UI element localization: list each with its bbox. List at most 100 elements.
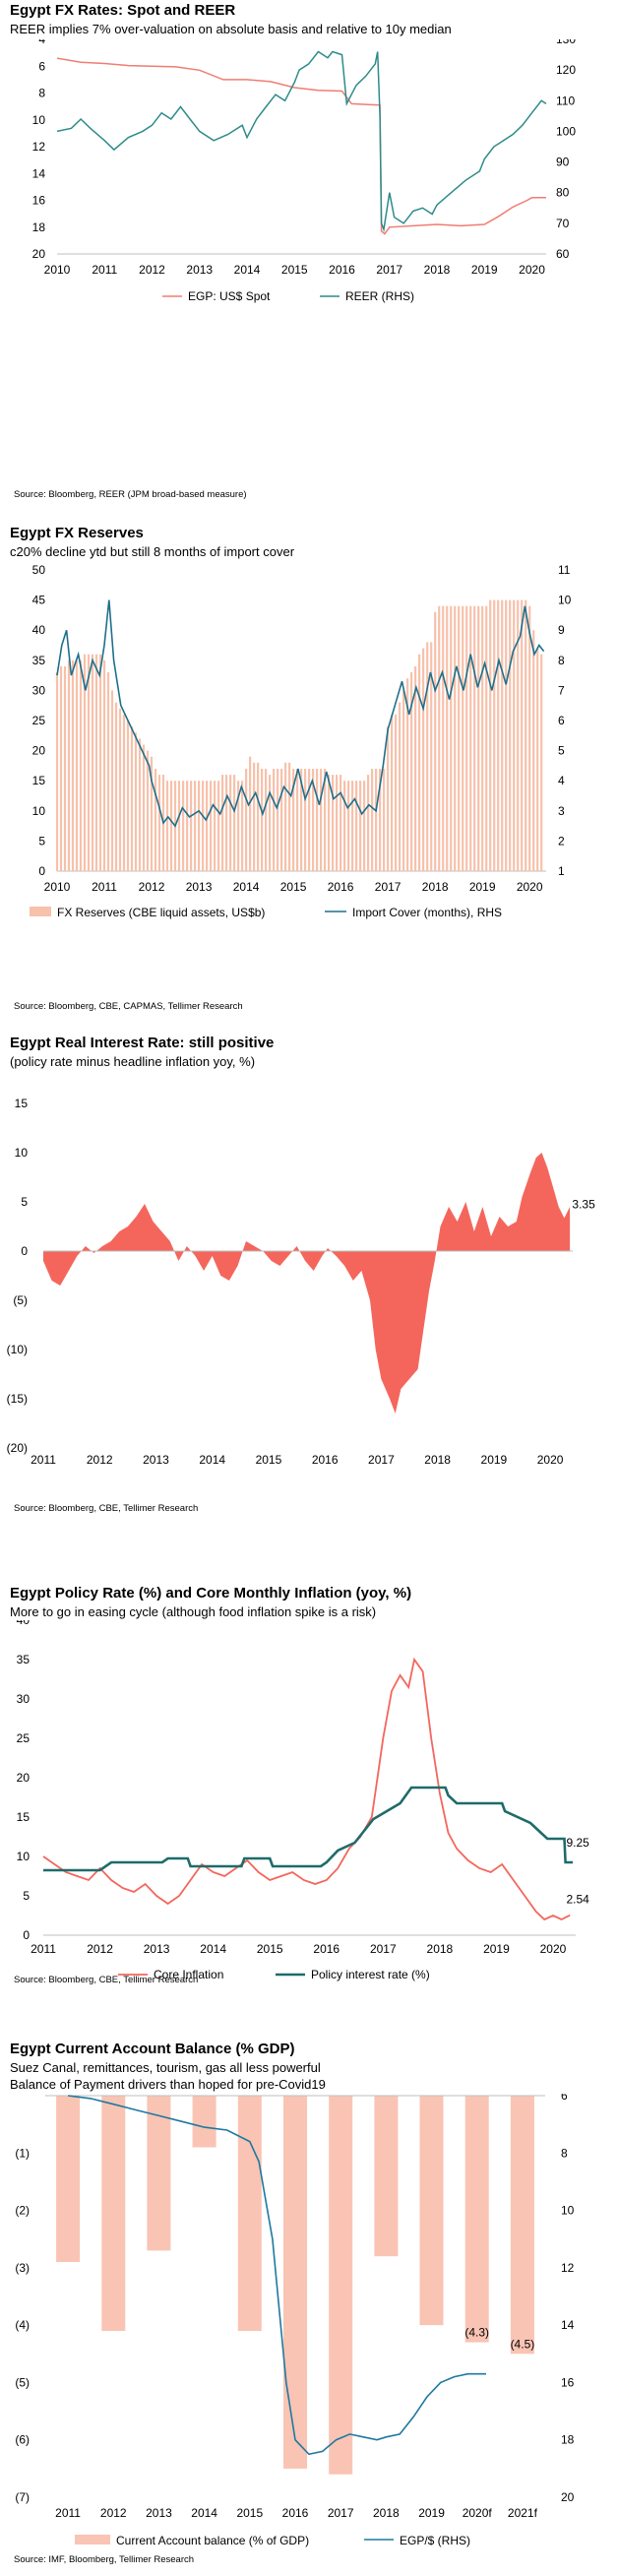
chart-title: Egypt Current Account Balance (% GDP): [10, 2041, 295, 2057]
reserve-bar: [277, 769, 279, 871]
y-right-tick-label: 60: [556, 247, 570, 261]
x-tick-label: 2013: [144, 1942, 170, 1956]
reserve-bar: [87, 654, 91, 871]
x-tick-label: 2018: [427, 1942, 454, 1956]
egp-usd-line: [68, 2095, 486, 2456]
x-tick-label: 2014: [200, 1942, 226, 1956]
chart-subtitle-line2: Balance of Payment drivers than hoped fo…: [10, 2077, 326, 2092]
reserve-bar: [265, 769, 268, 871]
chart-title: Egypt Policy Rate (%) and Core Monthly I…: [10, 1585, 412, 1602]
y-left-tick-label: 12: [32, 140, 46, 154]
chart-subtitle: c20% decline ytd but still 8 months of i…: [10, 544, 295, 559]
reserve-bar: [462, 605, 464, 871]
y-right-tick-label: 90: [556, 156, 570, 169]
reserve-bar: [442, 605, 445, 871]
legend-label: EGP: US$ Spot: [188, 289, 271, 303]
reserve-bar: [336, 775, 339, 871]
x-tick-label: 2019: [471, 263, 498, 277]
reserve-bar: [446, 605, 449, 871]
chart-title: Egypt FX Reserves: [10, 525, 144, 541]
x-tick-label: 2012: [87, 1453, 113, 1467]
reserve-bar: [355, 781, 358, 871]
y-right-tick-label: 1: [558, 864, 565, 878]
reserve-bar: [328, 775, 331, 871]
y-right-tick-label: 10: [561, 2204, 575, 2218]
legend-label: Core Inflation: [154, 1968, 223, 1981]
y-left-tick-label: (2): [15, 2204, 30, 2218]
real-rate-chart: 15 10 5 0 (5) (10) (15) (20)2011 2012 2013 2014 201…: [7, 1097, 595, 1467]
reserve-bar: [454, 605, 457, 871]
reserve-bar: [249, 756, 252, 871]
reserve-bar: [532, 630, 535, 871]
reserve-bar: [55, 672, 59, 871]
y-right-tick-label: 100: [556, 124, 576, 138]
reserve-bar: [194, 781, 197, 871]
reserve-bar: [59, 665, 63, 871]
legend-label: EGP/$ (RHS): [400, 2534, 470, 2547]
y-tick-label: 0: [23, 1928, 30, 1942]
x-tick-label: 2017: [328, 2506, 354, 2520]
x-tick-label: 2017: [370, 1942, 397, 1956]
reserve-bar: [528, 605, 531, 871]
x-tick-label: 2012: [139, 880, 165, 894]
reserve-bar: [383, 769, 386, 871]
reserve-bar: [489, 599, 492, 871]
reserve-bar: [114, 702, 118, 871]
x-tick-label: 2015: [257, 1942, 283, 1956]
x-tick-label: 2020f: [463, 2506, 493, 2520]
reserve-bar: [98, 654, 102, 871]
x-tick-label: 2010: [44, 263, 71, 277]
y-tick-label: (5): [13, 1293, 28, 1307]
reserve-bar: [340, 775, 342, 871]
reserve-bar: [509, 599, 512, 871]
y-right-tick-label: 12: [561, 2261, 575, 2275]
chart-panel-real-rate: Egypt Real Interest Rate: still positive…: [0, 1035, 618, 1527]
import-cover-line: [56, 599, 545, 828]
y-right-tick-label: 18: [561, 2433, 575, 2447]
reserve-bar: [177, 781, 181, 871]
y-left-tick-label: 10: [32, 113, 46, 127]
current-account-bar: [101, 2096, 126, 2331]
x-tick-label: 2013: [186, 263, 213, 277]
reserve-bar: [284, 762, 287, 871]
reserve-bar: [406, 678, 409, 871]
reserve-bar: [165, 781, 169, 871]
reserve-bar: [399, 702, 402, 871]
reserve-bar: [304, 769, 307, 871]
reserve-bar: [320, 769, 323, 871]
series-line-0: [56, 57, 546, 235]
chart-source: Source: IMF, Bloomberg, Tellimer Researc…: [14, 2554, 195, 2565]
reserve-bar: [67, 660, 71, 871]
y-left-tick-label: (5): [15, 2375, 30, 2389]
reserve-bar: [391, 714, 394, 871]
reserve-bar: [150, 756, 154, 871]
reserve-bar: [387, 726, 390, 871]
chart-panel-fx-rates: Egypt FX Rates: Spot and REER REER impli…: [0, 0, 618, 512]
reserve-bar: [458, 605, 461, 871]
reserve-bar: [343, 781, 346, 871]
legend-swatch: [30, 907, 51, 916]
legend-label: Current Account balance (% of GDP): [116, 2534, 309, 2547]
legend-swatch: [75, 2535, 110, 2545]
current-account-bar: [147, 2096, 171, 2251]
y-right-tick-label: 8: [558, 654, 565, 667]
reserve-bar: [347, 781, 350, 871]
x-tick-label: 2016: [329, 263, 355, 277]
y-right-tick-label: 2: [558, 834, 565, 848]
series-line-1: [56, 50, 547, 232]
reserve-bar: [363, 781, 366, 871]
y-tick-label: 15: [15, 1097, 29, 1110]
y-left-tick-label: (7): [15, 2490, 30, 2504]
x-tick-label: 2012: [139, 263, 165, 277]
bar-value-label: (4.3): [464, 2326, 489, 2340]
legend-label: REER (RHS): [345, 289, 414, 303]
y-left-tick-label: 18: [32, 220, 46, 234]
y-left-tick-label: 25: [32, 714, 46, 727]
y-tick-label: (10): [7, 1343, 28, 1356]
reserve-bar: [300, 769, 303, 871]
reserve-bar: [245, 769, 248, 871]
reserve-bar: [229, 775, 232, 871]
x-tick-label: 2019: [481, 1453, 508, 1467]
chart-subtitle: (policy rate minus headline inflation yo…: [10, 1054, 256, 1069]
